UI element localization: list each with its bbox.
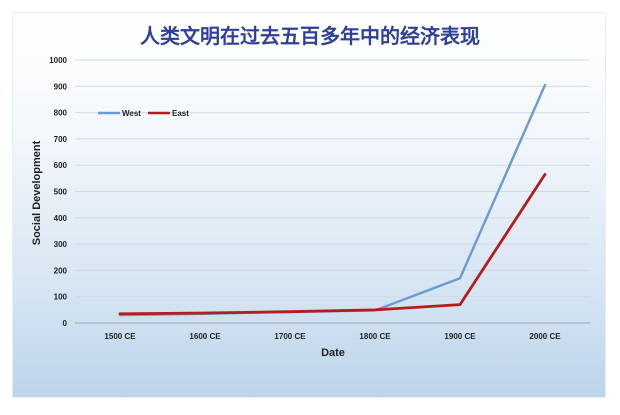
legend-label-west: West bbox=[122, 109, 141, 118]
y-tick-label: 1000 bbox=[49, 56, 67, 65]
x-axis-ticks: 1500 CE 1600 CE 1700 CE 1800 CE 1900 CE 2000 … bbox=[104, 332, 561, 341]
y-tick-label: 400 bbox=[54, 214, 68, 223]
x-tick-label: 1800 CE bbox=[359, 332, 391, 341]
x-tick-label: 1600 CE bbox=[189, 332, 221, 341]
series-line-east bbox=[118, 173, 547, 316]
chart-title: 人类文明在过去五百多年中的经济表现 bbox=[140, 24, 480, 48]
y-tick-label: 200 bbox=[54, 266, 68, 275]
series-lines bbox=[118, 83, 547, 317]
y-tick-label: 900 bbox=[54, 82, 68, 91]
grid-lines bbox=[75, 59, 590, 298]
legend-label-east: East bbox=[172, 109, 189, 118]
y-tick-label: 500 bbox=[54, 188, 68, 197]
y-axis-label: Social Development bbox=[31, 140, 43, 245]
chart-background bbox=[12, 12, 606, 398]
x-tick-label: 2000 CE bbox=[529, 332, 561, 341]
x-axis-label: Date bbox=[321, 347, 345, 359]
series-line-west bbox=[118, 83, 547, 317]
y-axis-ticks: 0 100 200 300 400 500 600 700 800 900 1000 bbox=[49, 56, 67, 328]
y-tick-label: 100 bbox=[54, 293, 68, 302]
y-tick-label: 0 bbox=[63, 319, 68, 328]
x-tick-label: 1900 CE bbox=[444, 332, 476, 341]
legend: West East bbox=[98, 109, 189, 118]
x-tick-label: 1700 CE bbox=[274, 332, 306, 341]
y-tick-label: 800 bbox=[54, 109, 68, 118]
x-tick-label: 1500 CE bbox=[104, 332, 136, 341]
y-tick-label: 300 bbox=[54, 240, 68, 249]
y-tick-label: 700 bbox=[54, 135, 68, 144]
y-tick-label: 600 bbox=[54, 161, 68, 170]
